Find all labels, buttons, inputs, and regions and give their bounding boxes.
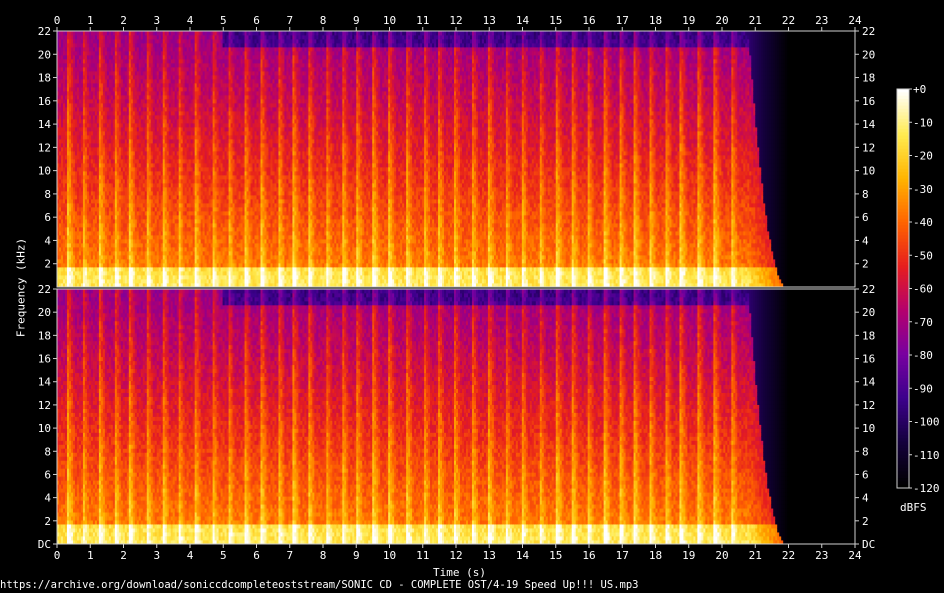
channel-1-spectrogram [57, 31, 855, 287]
spectrogram-plots [57, 31, 855, 544]
